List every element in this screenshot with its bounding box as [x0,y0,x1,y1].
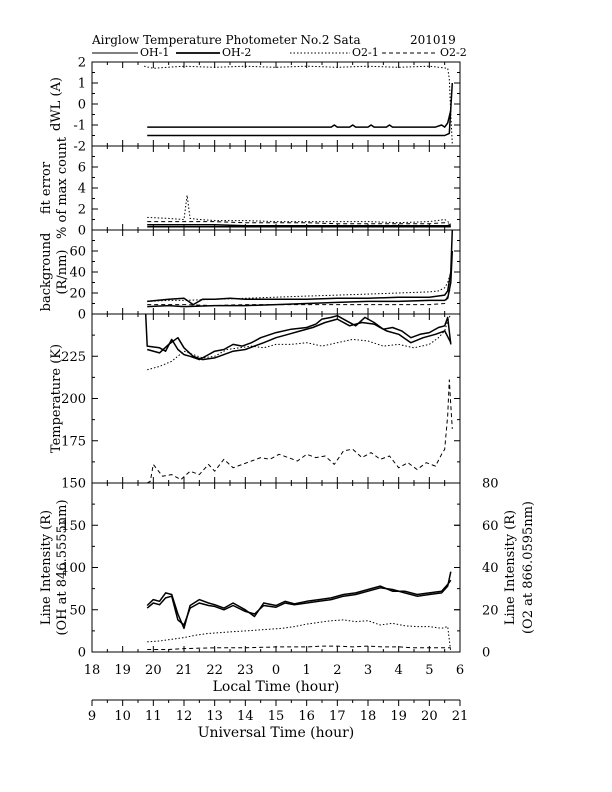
lt-tick-label: 20 [145,663,162,678]
y-tick-label: -1 [73,119,86,134]
lt-tick-label: 6 [456,663,464,678]
ut-tick-label: 13 [206,709,223,724]
lt-tick-label: 18 [84,663,101,678]
series-line-1 [147,271,452,302]
y-right-tick-label: 20 [482,603,499,618]
ut-tick-label: 19 [390,709,407,724]
series-line-3 [147,82,454,137]
series-line-4 [146,379,453,484]
lt-tick-label: 4 [395,663,403,678]
lt-tick-label: 19 [114,663,131,678]
y-tick-label: 6 [78,161,86,176]
series-line-3 [147,313,452,371]
y-axis-label: dWL (A) [49,77,64,131]
series-line-2 [147,110,452,128]
y-tick-label: 20 [69,287,86,302]
series-line-3 [147,224,451,227]
lt-axis-label: Local Time (hour) [213,679,340,695]
lt-tick-label: 21 [176,663,193,678]
panel-frame [91,61,461,147]
ut-tick-label: 9 [88,709,96,724]
y-axis-label-2: % of max count [55,136,70,239]
y-axis-label: Line Intensity (R) [39,510,54,625]
ut-tick-label: 20 [421,709,438,724]
lt-tick-label: 1 [303,663,311,678]
y-tick-label: 0 [78,308,86,323]
ut-tick-label: 17 [329,709,346,724]
lt-tick-label: 3 [364,663,372,678]
y-axis-label: fit error [39,161,54,214]
y-axis-label-2: (R/nm) [55,249,70,294]
y-right-tick-label: 40 [482,561,499,576]
legend-label-oh2: OH-2 [222,46,251,59]
series-line-2 [146,571,452,626]
series-line-3 [147,250,454,308]
y-tick-label: 150 [61,477,86,492]
title-group: Airglow Temperature Photometer No.2 Sata… [91,33,456,47]
lt-tick-label: 0 [272,663,280,678]
y-right-tick-label: 80 [482,477,499,492]
series-line-4 [147,645,451,650]
ut-tick-label: 10 [114,709,131,724]
legend-label-oh1: OH-1 [140,46,169,59]
y-right-axis-label: Line Intensity (R) [503,510,518,625]
ut-tick-label: 12 [176,709,193,724]
lt-tick-label: 2 [333,663,341,678]
y-tick-label: 60 [69,245,86,260]
ut-tick-label: 18 [360,709,377,724]
panel-1: -2 -1 0 1 2 dWL (A) [49,56,461,155]
series-line-1 [144,313,452,361]
y-tick-label: 150 [61,519,86,534]
ut-tick-label: 14 [237,709,254,724]
series-line-1 [147,194,452,225]
y-tick-label: 175 [61,434,86,449]
ut-tick-label: 15 [268,709,285,724]
y-tick-label: 2 [78,56,86,71]
panel-3: 0 20 40 60 background (R/nm) [39,229,461,323]
y-right-axis-label-2: (O2 at 866.0595nm) [521,501,536,634]
series-line-2 [147,229,454,306]
panel-2: 0 2 4 6 fit error% of max count [39,136,461,239]
lt-tick-label: 5 [425,663,433,678]
ut-tick-label: 16 [298,709,315,724]
chart-title: Airglow Temperature Photometer No.2 Sata [91,33,361,47]
series-line-1 [143,65,453,144]
y-tick-label: 0 [78,98,86,113]
series-line-2 [147,318,452,361]
lt-tick-label: 22 [206,663,223,678]
ut-tick-label: 11 [145,709,162,724]
panels: -2 -1 0 1 2 dWL (A) 0 2 4 6 fit error% of max coun… [39,56,536,661]
lt-tick-label: 23 [237,663,254,678]
legend-label-o21: O2-1 [352,46,379,59]
y-tick-label: 0 [78,224,86,239]
panel-frame [91,482,461,653]
legend-label-o22: O2-2 [440,46,467,59]
y-tick-label: 50 [69,603,86,618]
y-tick-label: 100 [61,561,86,576]
y-tick-label: 200 [61,392,86,407]
y-tick-label: 2 [78,203,86,218]
legend: OH-1 OH-2 O2-1 O2-2 [92,46,467,59]
chart-date: 201019 [410,33,456,47]
y-axis-label-2: (OH at 846.5555nm) [55,499,70,635]
ut-axis-label: Universal Time (hour) [198,725,355,741]
y-tick-label: 225 [61,350,86,365]
y-tick-label: 0 [78,646,86,661]
y-axis-label: Temperature (K) [49,344,64,453]
series-line-3 [147,619,452,653]
ut-tick-label: 21 [452,709,469,724]
y-right-tick-label: 0 [482,646,490,661]
y-right-tick-label: 60 [482,519,499,534]
y-tick-label: -2 [73,140,86,155]
y-tick-label: 4 [78,182,86,197]
y-tick-label: 1 [78,77,86,92]
y-axis-label: background [39,233,54,312]
y-tick-label: 40 [69,266,86,281]
